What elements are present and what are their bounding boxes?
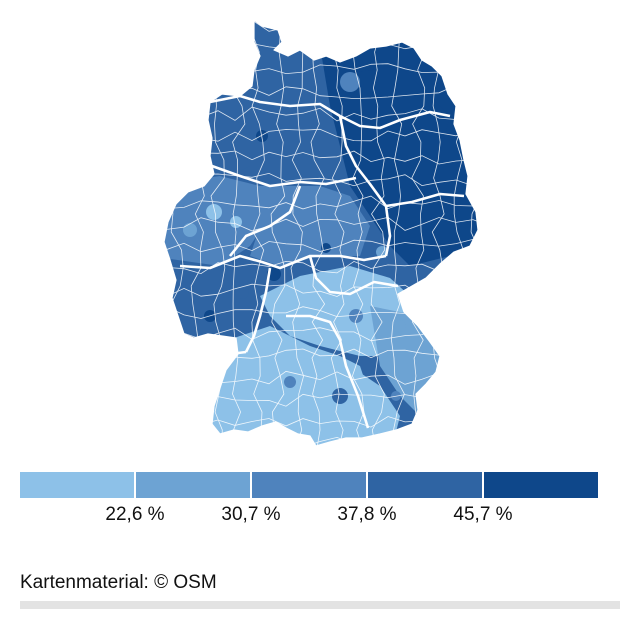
district-spot: [230, 216, 242, 228]
district-line: [411, 20, 426, 446]
district-spot: [206, 204, 222, 220]
legend-bin-3: [252, 472, 366, 498]
state-border-line: [209, 94, 341, 118]
district-line: [270, 20, 286, 446]
legend-bin-1: [20, 472, 134, 498]
district-spot: [340, 72, 360, 92]
state-border-line: [308, 255, 399, 296]
district-line: [330, 20, 345, 446]
district-line: [164, 260, 478, 275]
map-credit: Kartenmaterial: © OSM: [20, 572, 217, 593]
legend-bin-4: [368, 472, 482, 498]
district-line: [164, 238, 478, 253]
state-border-line: [179, 254, 387, 270]
district-line: [310, 20, 326, 446]
map-regions: [164, 20, 478, 446]
germany-choropleth-map: [150, 16, 490, 456]
district-line: [164, 20, 478, 32]
state-border-line: [211, 164, 357, 188]
legend-bin-5: [484, 472, 598, 498]
district-spot: [235, 285, 249, 299]
state-border-line: [209, 344, 247, 356]
district-line: [290, 20, 305, 446]
district-line: [251, 20, 265, 446]
district-spot: [284, 376, 296, 388]
district-spot: [183, 223, 197, 237]
color-legend: [20, 472, 598, 498]
legend-bin-2: [136, 472, 250, 498]
germany-outline: [163, 19, 479, 447]
legend-labels: 22,6 % 30,7 % 37,8 % 45,7 %: [20, 503, 598, 527]
district-line: [164, 195, 478, 210]
district-line: [390, 20, 405, 446]
district-line: [351, 20, 365, 446]
district-line: [164, 20, 165, 446]
district-line: [370, 20, 386, 446]
legend-break-label: 45,7 %: [453, 504, 513, 525]
footer-divider: [20, 601, 620, 609]
district-line: [164, 216, 478, 232]
state-borders: [163, 19, 479, 447]
district-spot: [332, 388, 348, 404]
map-svg: [163, 19, 479, 447]
legend-break-label: 37,8 %: [337, 504, 397, 525]
state-border-line: [385, 192, 465, 208]
state-border-line: [244, 267, 272, 353]
legend-break-label: 30,7 %: [221, 504, 281, 525]
district-spot: [394, 320, 406, 332]
state-border-line: [286, 314, 370, 429]
state-border-line: [338, 115, 392, 257]
district-line: [164, 40, 478, 56]
state-border-line: [339, 110, 451, 130]
legend-break-label: 22,6 %: [105, 504, 165, 525]
state-border-line: [228, 185, 302, 257]
